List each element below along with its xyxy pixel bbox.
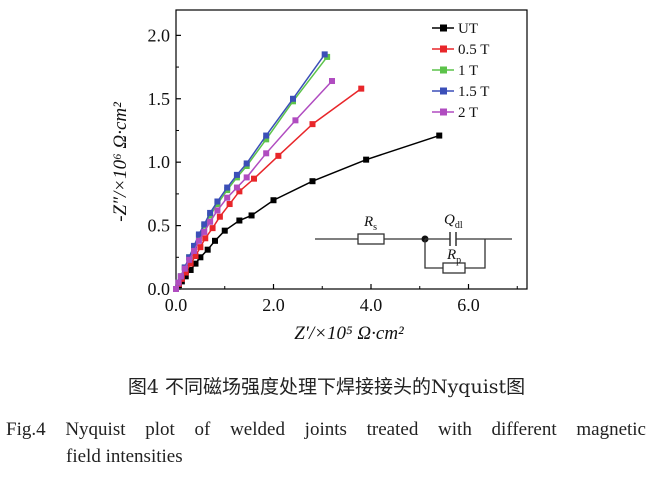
data-point [191,242,198,249]
data-point [197,244,204,251]
series-line [175,80,333,290]
data-point [204,246,211,253]
legend-marker [440,45,447,53]
data-point [248,212,255,219]
nyquist-chart: 0.0 2.0 4.0 6.0 0.0 0.5 1.0 1.5 2.0 UT 0.5 T 1 T 1.… [110,9,528,344]
data-point [251,175,257,182]
data-point [182,269,189,276]
data-point [192,260,199,267]
data-point [243,174,250,181]
data-point [290,95,296,102]
data-point [209,225,216,232]
data-point [321,51,328,58]
data-point [186,256,193,263]
data-point [181,265,188,272]
data-point [201,228,208,235]
series-line [175,88,362,290]
data-point [187,266,194,273]
data-point [236,217,243,224]
data-point [263,136,270,143]
x-tick-label: 0.0 [165,295,188,315]
data-point [226,201,233,208]
series-line [175,56,328,290]
legend: UT 0.5 T 1 T 1.5 T 2 T [432,21,489,121]
label-qdl: Qdl [444,212,463,231]
data-point [309,178,316,185]
data-point [191,247,198,254]
data-point [212,237,218,244]
data-point [236,188,243,195]
x-tick-label: 6.0 [457,295,480,315]
data-point [233,184,240,191]
data-point [309,121,316,128]
data-point [175,279,182,286]
data-point [363,156,370,163]
data-point [233,171,240,178]
legend-marker [440,66,447,74]
data-point [216,213,223,220]
data-point [224,184,231,191]
x-tick-label: 2.0 [262,295,285,315]
data-point [275,152,282,159]
legend-label: 2 T [458,105,478,121]
data-point [182,273,189,280]
data-point [195,231,202,238]
data-point [270,197,277,204]
resistor-rp [442,262,466,274]
legend-marker [440,87,447,95]
legend-label: 1 T [458,63,478,79]
data-point [358,85,365,92]
data-point [173,286,179,292]
series-ut [173,132,443,292]
data-point [224,194,231,201]
plot-frame [175,9,528,290]
y-tick-label: 0.5 [148,216,171,236]
legend-marker [440,24,447,32]
caption-chinese: 图4 不同磁场强度处理下焊接接头的Nyquist图 [127,376,526,398]
plot-border [175,9,528,290]
data-point [292,117,299,124]
data-point [201,221,208,228]
legend-label: UT [458,21,478,37]
data-point [197,254,204,261]
data-point [329,78,335,85]
data-point [263,132,270,139]
data-point [243,160,250,167]
data-point [221,227,228,234]
x-tick-label: 4.0 [360,295,383,315]
data-point [177,273,184,280]
y-tick-label: 0.0 [148,279,171,299]
data-point [195,237,202,244]
circuit-wire [465,239,486,269]
legend-label: 0.5 T [458,42,489,58]
axis-ticks: 0.0 2.0 4.0 6.0 0.0 0.5 1.0 1.5 2.0 [148,25,518,315]
series-layer [173,51,443,292]
caption-english-line2: field intensities [66,446,183,467]
label-rs: Rs [363,214,377,233]
data-point [202,235,209,242]
data-point [192,253,199,260]
y-tick-label: 1.5 [148,89,171,109]
series-2-t [173,78,335,292]
x-axis-label: Z′/×10⁵ Ω·cm² [294,323,404,344]
series-0.5-t [173,85,365,292]
caption-english-line1: Fig.4 Nyquist plot of welded joints trea… [6,419,646,440]
y-tick-label: 2.0 [148,25,171,45]
data-point [436,132,443,139]
resistor-rs [357,233,385,245]
y-axis-label: -Z″/×10⁶ Ω·cm² [110,102,131,222]
legend-label: 1.5 T [458,84,489,100]
data-point [187,260,194,267]
data-point [263,150,270,157]
data-point [214,198,221,205]
y-tick-label: 1.0 [148,152,171,172]
circuit-wire [424,239,443,269]
data-point [214,207,221,214]
data-point [207,218,214,225]
data-point [207,209,214,216]
legend-marker [440,108,447,116]
